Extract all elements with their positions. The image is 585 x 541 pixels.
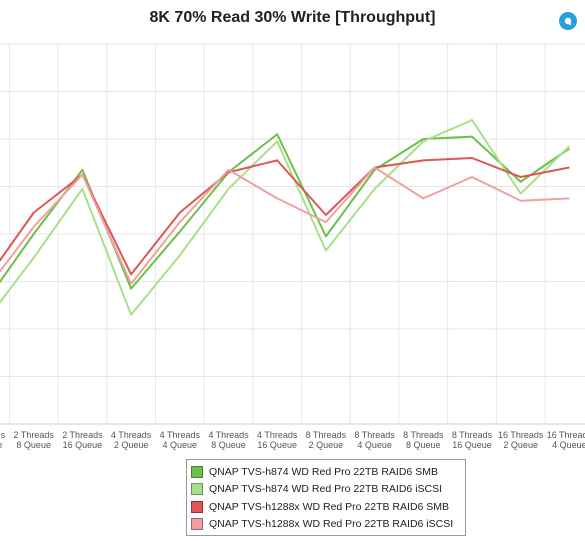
x-tick-label: 2 Queue — [309, 440, 344, 450]
legend-item[interactable]: QNAP TVS-h1288x WD Red Pro 22TB RAID6 iS… — [191, 516, 465, 534]
x-tick-label: 4 Threads — [111, 430, 152, 440]
legend-item[interactable]: QNAP TVS-h874 WD Red Pro 22TB RAID6 iSCS… — [191, 481, 465, 499]
x-tick-label: 16 Queue — [257, 440, 297, 450]
x-tick-label: 8 Threads — [354, 430, 395, 440]
x-tick-label: 8 Threads — [306, 430, 347, 440]
legend-label: QNAP TVS-h1288x WD Red Pro 22TB RAID6 iS… — [209, 518, 454, 531]
x-tick-label: 1 Threads — [0, 430, 6, 440]
legend-swatch — [191, 500, 203, 513]
x-tick-label: 16 Threads — [498, 430, 544, 440]
x-tick-label: 16 Queue — [63, 440, 103, 450]
x-tick-label: 4 Queue — [163, 440, 198, 450]
x-tick-label: 2 Threads — [62, 430, 103, 440]
series-lines — [0, 119, 571, 316]
legend-swatch — [191, 483, 203, 496]
x-tick-label: 8 Threads — [403, 430, 444, 440]
x-tick-label: 16 Threads — [547, 430, 585, 440]
legend-swatch — [191, 465, 203, 478]
x-tick-label: 4 Threads — [257, 430, 298, 440]
legend-item[interactable]: QNAP TVS-h874 WD Red Pro 22TB RAID6 SMB — [191, 463, 465, 481]
x-tick-label: 1 Queue — [0, 440, 2, 450]
x-tick-label: 4 Threads — [160, 430, 201, 440]
legend-item[interactable]: QNAP TVS-h1288x WD Red Pro 22TB RAID6 SM… — [191, 498, 465, 516]
series-line — [0, 133, 570, 290]
series-line — [0, 119, 571, 316]
legend: QNAP TVS-h874 WD Red Pro 22TB RAID6 SMB … — [186, 459, 466, 536]
x-tick-label: 16 Queue — [452, 440, 492, 450]
legend-label: QNAP TVS-h874 WD Red Pro 22TB RAID6 SMB — [209, 465, 438, 478]
x-tick-label: 8 Queue — [211, 440, 246, 450]
x-tick-label: 4 Threads — [208, 430, 249, 440]
chart-title: 8K 70% Read 30% Write [Throughput] — [149, 9, 436, 26]
legend-label: QNAP TVS-h1288x WD Red Pro 22TB RAID6 SM… — [209, 500, 450, 513]
x-tick-label: 4 Queue — [357, 440, 392, 450]
x-tick-label: 8 Queue — [406, 440, 441, 450]
x-tick-label: 2 Queue — [114, 440, 149, 450]
x-tick-label: 8 Threads — [452, 430, 493, 440]
x-tick-label: 2 Threads — [14, 430, 55, 440]
x-tick-label: 4 Queue — [552, 440, 585, 450]
x-tick-label: 2 Queue — [503, 440, 538, 450]
menu-circle-icon[interactable] — [558, 11, 578, 31]
legend-swatch — [191, 518, 203, 531]
grid — [0, 43, 585, 425]
x-tick-label: 8 Queue — [16, 440, 51, 450]
legend-label: QNAP TVS-h874 WD Red Pro 22TB RAID6 iSCS… — [209, 483, 443, 496]
series-line — [0, 166, 570, 285]
